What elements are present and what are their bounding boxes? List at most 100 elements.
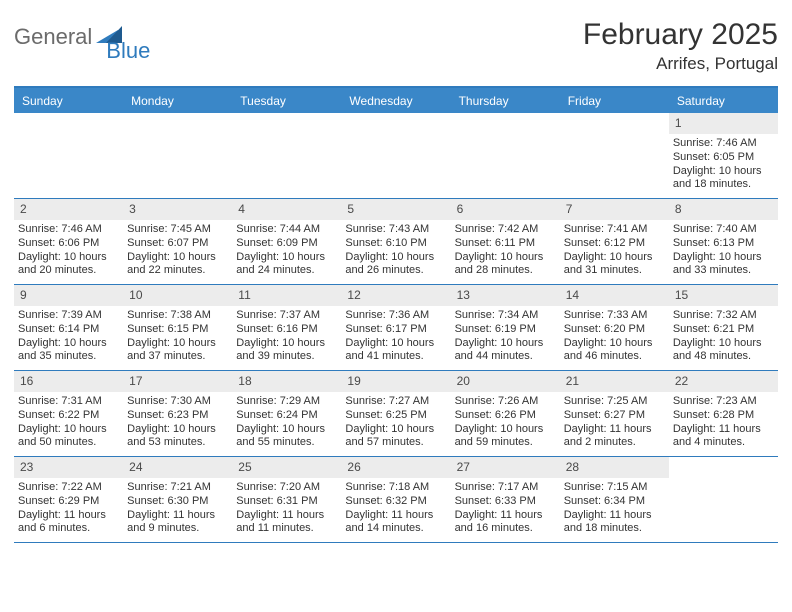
calendar-cell-empty: .: [123, 113, 232, 198]
calendar-cell: 1 Sunrise: 7:46 AMSunset: 6:05 PMDaylight…: [669, 113, 778, 198]
sunset-text: Sunset: 6:10 PM: [345, 237, 446, 251]
daylight-text: Daylight: 10 hours and 44 minutes.: [455, 337, 556, 365]
calendar-cell: 17Sunrise: 7:30 AMSunset: 6:23 PMDayligh…: [123, 371, 232, 456]
day-number: 21: [560, 371, 669, 392]
sunset-text: Sunset: 6:15 PM: [127, 323, 228, 337]
sunset-text: Sunset: 6:28 PM: [673, 409, 774, 423]
day-number: 24: [123, 457, 232, 478]
sunset-text: Sunset: 6:26 PM: [455, 409, 556, 423]
calendar-cell-empty: .: [14, 113, 123, 198]
sunset-text: Sunset: 6:12 PM: [564, 237, 665, 251]
calendar-cell: 18Sunrise: 7:29 AMSunset: 6:24 PMDayligh…: [232, 371, 341, 456]
title-block: February 2025 Arrifes, Portugal: [583, 18, 778, 74]
day-header: Monday: [123, 88, 232, 113]
calendar-cell: 8Sunrise: 7:40 AMSunset: 6:13 PMDaylight…: [669, 199, 778, 284]
daylight-text: Daylight: 10 hours and 55 minutes.: [236, 423, 337, 451]
sunrise-text: Sunrise: 7:39 AM: [18, 309, 119, 323]
sunset-text: Sunset: 6:05 PM: [673, 151, 774, 165]
sunrise-text: Sunrise: 7:20 AM: [236, 481, 337, 495]
day-number: 12: [341, 285, 450, 306]
calendar-cell: 7Sunrise: 7:41 AMSunset: 6:12 PMDaylight…: [560, 199, 669, 284]
daylight-text: Daylight: 10 hours and 20 minutes.: [18, 251, 119, 279]
daylight-text: Daylight: 10 hours and 48 minutes.: [673, 337, 774, 365]
sunset-text: Sunset: 6:13 PM: [673, 237, 774, 251]
day-number: 26: [341, 457, 450, 478]
day-number: 17: [123, 371, 232, 392]
sunrise-text: Sunrise: 7:23 AM: [673, 395, 774, 409]
logo: General Blue: [14, 18, 168, 50]
sunrise-text: Sunrise: 7:18 AM: [345, 481, 446, 495]
day-number: 6: [451, 199, 560, 220]
day-header: Tuesday: [232, 88, 341, 113]
day-number: 19: [341, 371, 450, 392]
day-number: 4: [232, 199, 341, 220]
sunrise-text: Sunrise: 7:32 AM: [673, 309, 774, 323]
calendar-cell-empty: .: [451, 113, 560, 198]
day-header: Wednesday: [341, 88, 450, 113]
calendar: SundayMondayTuesdayWednesdayThursdayFrid…: [14, 86, 778, 543]
day-number: 23: [14, 457, 123, 478]
sunset-text: Sunset: 6:16 PM: [236, 323, 337, 337]
calendar-cell: 20Sunrise: 7:26 AMSunset: 6:26 PMDayligh…: [451, 371, 560, 456]
daylight-text: Daylight: 10 hours and 37 minutes.: [127, 337, 228, 365]
sunrise-text: Sunrise: 7:31 AM: [18, 395, 119, 409]
day-number: 10: [123, 285, 232, 306]
sunrise-text: Sunrise: 7:15 AM: [564, 481, 665, 495]
calendar-cell: 16 Sunrise: 7:31 AMSunset: 6:22 PMDayligh…: [14, 371, 123, 456]
day-number: 7: [560, 199, 669, 220]
sunset-text: Sunset: 6:14 PM: [18, 323, 119, 337]
logo-text-blue: Blue: [106, 38, 150, 64]
calendar-week: 16Sunrise: 7:31 AMSunset: 6:22 PMDayligh…: [14, 371, 778, 457]
daylight-text: Daylight: 10 hours and 18 minutes.: [673, 165, 774, 193]
sunset-text: Sunset: 6:31 PM: [236, 495, 337, 509]
sunrise-text: Sunrise: 7:33 AM: [564, 309, 665, 323]
sunrise-text: Sunrise: 7:25 AM: [564, 395, 665, 409]
sunrise-text: Sunrise: 7:45 AM: [127, 223, 228, 237]
daylight-text: Daylight: 11 hours and 9 minutes.: [127, 509, 228, 537]
sunset-text: Sunset: 6:32 PM: [345, 495, 446, 509]
day-number: 20: [451, 371, 560, 392]
calendar-cell-empty: .: [669, 457, 778, 542]
daylight-text: Daylight: 10 hours and 46 minutes.: [564, 337, 665, 365]
calendar-cell: 3Sunrise: 7:45 AMSunset: 6:07 PMDaylight…: [123, 199, 232, 284]
day-number: 14: [560, 285, 669, 306]
sunset-text: Sunset: 6:21 PM: [673, 323, 774, 337]
sunset-text: Sunset: 6:11 PM: [455, 237, 556, 251]
calendar-week: 23Sunrise: 7:22 AMSunset: 6:29 PMDayligh…: [14, 457, 778, 543]
calendar-cell: 11Sunrise: 7:37 AMSunset: 6:16 PMDayligh…: [232, 285, 341, 370]
calendar-week: ......1Sunrise: 7:46 AMSunset: 6:05 PMDa…: [14, 113, 778, 199]
sunrise-text: Sunrise: 7:29 AM: [236, 395, 337, 409]
sunset-text: Sunset: 6:22 PM: [18, 409, 119, 423]
sunset-text: Sunset: 6:20 PM: [564, 323, 665, 337]
day-header-row: SundayMondayTuesdayWednesdayThursdayFrid…: [14, 88, 778, 113]
sunrise-text: Sunrise: 7:37 AM: [236, 309, 337, 323]
daylight-text: Daylight: 11 hours and 14 minutes.: [345, 509, 446, 537]
calendar-cell: 12Sunrise: 7:36 AMSunset: 6:17 PMDayligh…: [341, 285, 450, 370]
daylight-text: Daylight: 10 hours and 24 minutes.: [236, 251, 337, 279]
page-header: General Blue February 2025 Arrifes, Port…: [14, 18, 778, 74]
sunrise-text: Sunrise: 7:46 AM: [673, 137, 774, 151]
calendar-cell: 5Sunrise: 7:43 AMSunset: 6:10 PMDaylight…: [341, 199, 450, 284]
calendar-cell: 13Sunrise: 7:34 AMSunset: 6:19 PMDayligh…: [451, 285, 560, 370]
day-number: 25: [232, 457, 341, 478]
sunrise-text: Sunrise: 7:21 AM: [127, 481, 228, 495]
day-number: 1: [669, 113, 778, 134]
daylight-text: Daylight: 10 hours and 59 minutes.: [455, 423, 556, 451]
day-number: 16: [14, 371, 123, 392]
daylight-text: Daylight: 10 hours and 57 minutes.: [345, 423, 446, 451]
calendar-cell: 25Sunrise: 7:20 AMSunset: 6:31 PMDayligh…: [232, 457, 341, 542]
day-number: 15: [669, 285, 778, 306]
daylight-text: Daylight: 11 hours and 4 minutes.: [673, 423, 774, 451]
day-number: 28: [560, 457, 669, 478]
sunset-text: Sunset: 6:25 PM: [345, 409, 446, 423]
day-header: Saturday: [669, 88, 778, 113]
month-title: February 2025: [583, 18, 778, 52]
sunset-text: Sunset: 6:19 PM: [455, 323, 556, 337]
daylight-text: Daylight: 10 hours and 50 minutes.: [18, 423, 119, 451]
daylight-text: Daylight: 11 hours and 6 minutes.: [18, 509, 119, 537]
day-number: 5: [341, 199, 450, 220]
calendar-cell: 28Sunrise: 7:15 AMSunset: 6:34 PMDayligh…: [560, 457, 669, 542]
sunrise-text: Sunrise: 7:17 AM: [455, 481, 556, 495]
sunset-text: Sunset: 6:27 PM: [564, 409, 665, 423]
sunrise-text: Sunrise: 7:22 AM: [18, 481, 119, 495]
